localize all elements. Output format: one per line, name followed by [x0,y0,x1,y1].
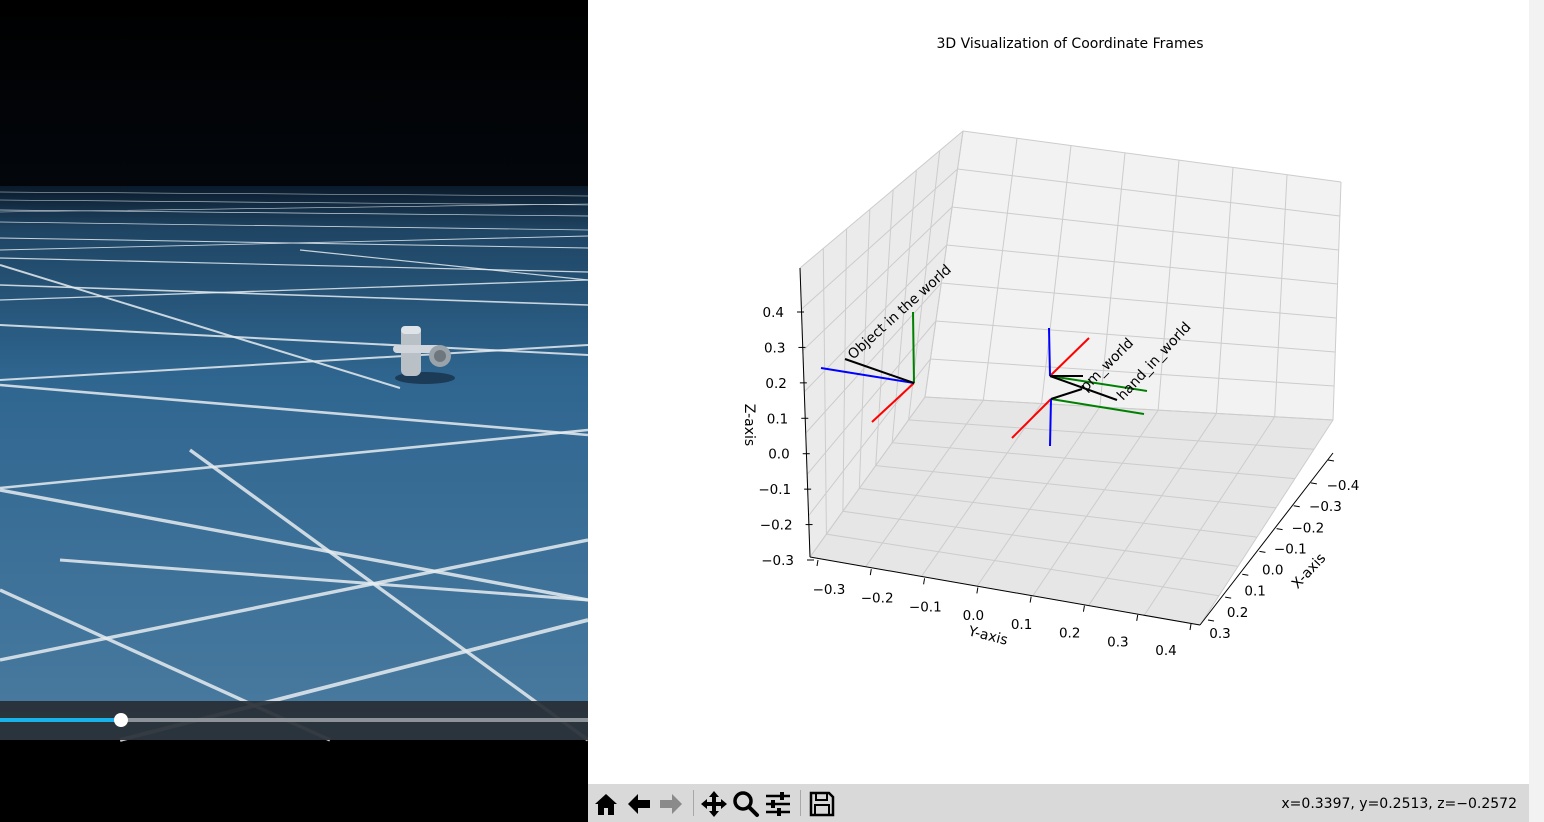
z-tick-label: 0.0 [768,447,789,463]
save-icon[interactable] [807,789,837,819]
x-tick-label: 0.2 [1227,605,1248,621]
object-frame-x-axis [871,382,915,423]
z-tick-label: 0.4 [763,305,784,321]
y-tick-label: 0.3 [1107,634,1128,650]
y-tick-label: 0.1 [1011,617,1032,633]
x-tick-label: −0.3 [1309,499,1342,515]
robot-object [393,326,455,384]
pm-frame-x-axis [1049,337,1090,377]
x-grid-line [822,248,1220,597]
simulation-viewport[interactable] [0,0,588,822]
x-tick-label: −0.4 [1327,478,1360,494]
x-grid-line [924,130,1334,421]
axis-spines [799,267,1334,626]
object-frame-y-axis [912,311,915,384]
y-tick-mark [976,587,979,594]
x-tick-label: −0.2 [1291,520,1324,536]
y-axis-ticks: −0.3 −0.2 −0.1 0.0 0.1 0.2 0.3 0.4 [813,559,1192,659]
z-axis-ticks: −0.3 −0.2 −0.1 0.0 0.1 0.2 0.3 0.4 [758,305,814,569]
z-tick-label: 0.3 [764,340,785,356]
x-grid-line [842,228,1239,567]
x-tick-mark [1259,550,1266,553]
forward-arrow-icon[interactable] [656,789,686,819]
simulation-scene [0,0,588,742]
object-frame-link [844,358,915,384]
x-tick-mark [1225,596,1232,599]
back-arrow-icon[interactable] [624,789,654,819]
video-progress-track[interactable] [0,718,588,722]
y-tick-mark [923,578,926,585]
x-tick-mark [1310,482,1317,485]
object-frame-z-axis [820,367,915,384]
figure-canvas[interactable]: 3D Visualization of Coordinate Frames −0… [588,0,1529,784]
hand-frame-y-axis [1050,398,1145,415]
z-tick-label: 0.2 [765,376,786,392]
y-tick-label: 0.2 [1059,626,1080,642]
z-tick-label: −0.3 [761,553,794,569]
toolbar-separator [693,790,694,816]
x-tick-mark [1276,528,1283,531]
toolbar-separator [800,790,801,816]
y-tick-mark [869,569,872,576]
z-tick-label: −0.2 [760,518,793,534]
configure-subplots-icon[interactable] [763,789,793,819]
ground-plane [0,186,588,740]
x-tick-label: 0.0 [1262,563,1283,579]
video-scrubber-handle[interactable] [114,713,129,727]
plot-toolbar: x=0.3397, y=0.2513, z=−0.2572 [588,784,1529,822]
video-progress-fill [0,718,122,722]
floor-pane [810,397,1333,625]
y-tick-label: 0.0 [963,608,984,624]
z-tick-label: −0.1 [758,482,791,498]
y-tick-mark [1082,605,1085,612]
3d-plot: 3D Visualization of Coordinate Frames −0… [741,36,1360,659]
y-tick-label: 0.4 [1155,643,1176,659]
x-tick-mark [1293,505,1300,508]
x-axis-ticks: −0.4 −0.3 −0.2 −0.1 0.0 0.1 0.2 0.3 [1207,459,1360,642]
hand-frame-link-b [1049,375,1118,401]
pm-frame-y-axis [1049,375,1148,392]
x-tick-mark [1327,459,1335,462]
x-tick-label: 0.1 [1244,584,1265,600]
x-tick-mark [1207,619,1215,622]
y-axis-label: Y-axis [966,623,1010,648]
pan-icon[interactable] [699,789,729,819]
z-tick-label: 0.1 [767,411,788,427]
x-tick-label: −0.1 [1274,541,1307,557]
chart-title: 3D Visualization of Coordinate Frames [936,36,1203,52]
hand-frame-z-axis [1049,398,1052,447]
x-grid-line [875,189,1277,509]
pm-frame-z-axis [1048,327,1051,377]
zoom-icon[interactable] [731,789,761,819]
coordinate-readout: x=0.3397, y=0.2513, z=−0.2572 [1281,796,1517,812]
x-tick-mark [1242,573,1249,576]
x-grid-line [908,150,1315,450]
y-tick-label: −0.2 [861,591,894,607]
y-tick-label: −0.3 [813,582,846,598]
y-tick-mark [1136,614,1139,621]
z-axis-label: Z-axis [741,404,757,446]
x-grid-line [858,209,1258,538]
hand-frame-x-axis [1011,398,1052,439]
home-icon[interactable] [591,789,621,819]
hand-frame-link-a [1050,388,1083,400]
y-tick-mark [1029,596,1032,603]
x-tick-label: 0.3 [1209,626,1230,642]
y-tick-label: −0.1 [909,599,942,615]
window-edge [1529,0,1544,822]
x-grid-line [891,170,1296,480]
back-pane-yz [800,131,963,557]
y-tick-mark [816,559,819,567]
y-tick-mark [1189,623,1192,631]
ground-grid [0,191,588,742]
